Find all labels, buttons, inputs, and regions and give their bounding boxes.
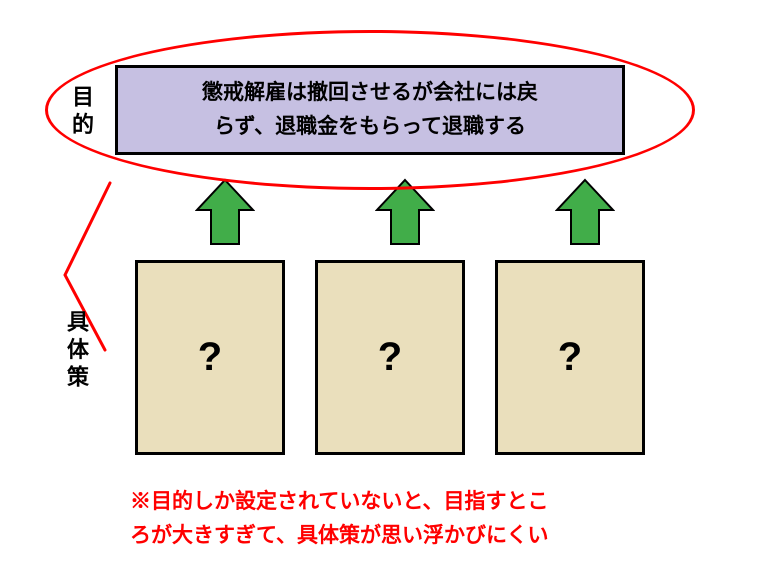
up-arrow-3	[555, 178, 615, 248]
footnote-line1: ※目的しか設定されていないと、目指すとこ	[130, 490, 549, 513]
strategy-box-3: ?	[495, 260, 645, 455]
footnote-text: ※目的しか設定されていないと、目指すとこ ろが大きすぎて、具体策が思い浮かびにく…	[130, 485, 690, 552]
strategy-label: 具体策	[60, 310, 92, 393]
purpose-box: 懲戒解雇は撤回させるが会社には戻 らず、退職金をもらって退職する	[115, 65, 625, 155]
footnote-line2: ろが大きすぎて、具体策が思い浮かびにくい	[130, 524, 549, 547]
purpose-label: 目的	[65, 85, 97, 140]
purpose-text: 懲戒解雇は撤回させるが会社には戻 らず、退職金をもらって退職する	[202, 76, 538, 143]
strategy-box-2: ?	[315, 260, 465, 455]
strategy-qmark: ?	[198, 335, 222, 380]
purpose-text-line2: らず、退職金をもらって退職する	[214, 115, 526, 138]
purpose-text-line1: 懲戒解雇は撤回させるが会社には戻	[202, 81, 538, 104]
diagram-canvas: 懲戒解雇は撤回させるが会社には戻 らず、退職金をもらって退職する 目的 ??? …	[0, 0, 761, 588]
strategy-box-1: ?	[135, 260, 285, 455]
strategy-qmark: ?	[378, 335, 402, 380]
up-arrow-2	[375, 178, 435, 248]
up-arrow-1	[195, 178, 255, 248]
strategy-qmark: ?	[558, 335, 582, 380]
